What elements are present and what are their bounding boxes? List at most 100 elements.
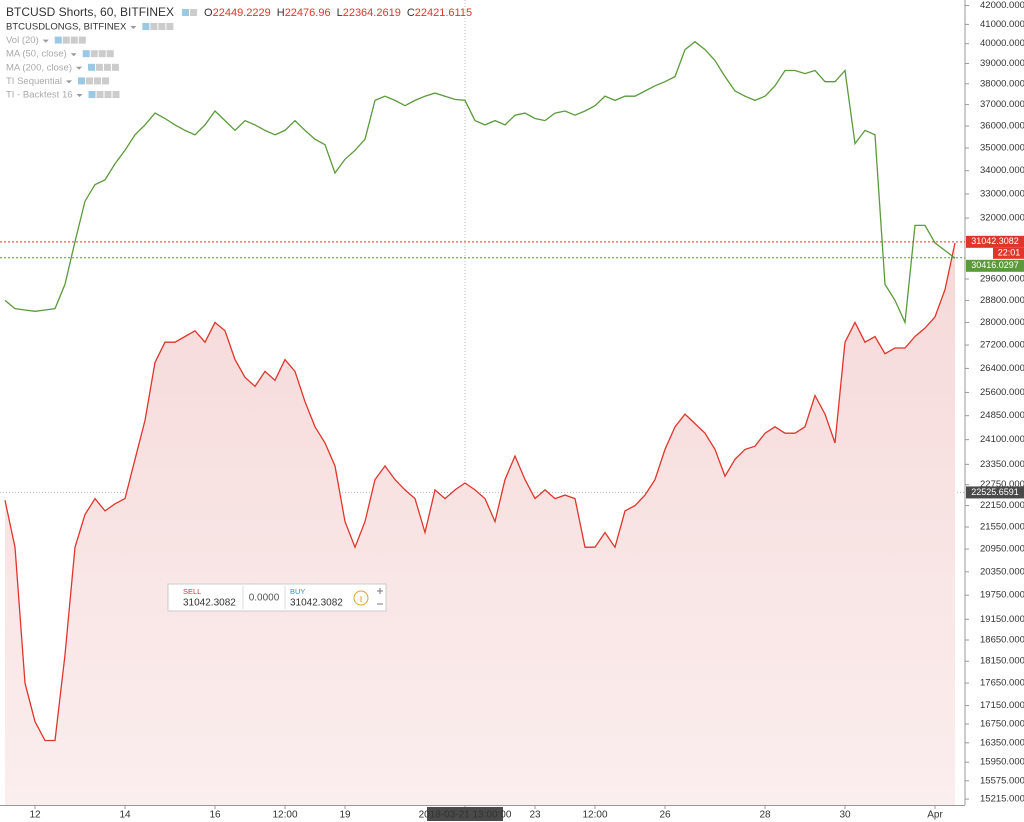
y-tick-label: 16750.0000 [980,718,1024,729]
line [4,40,956,325]
order-panel-box [167,583,387,612]
buy-label[interactable]: BUY [290,587,305,596]
legend-icon [101,77,109,85]
legend-icon [112,91,120,98]
y-tick-label: 24100.0000 [980,434,1024,445]
ohlc-value: 22421.6115 [415,7,472,19]
y-tick-label: 19750.0000 [980,590,1024,601]
y-tick-label: 38000.0000 [980,78,1024,89]
indicator-label: MA (200, close) [6,62,72,73]
y-tick-label: 28800.0000 [980,295,1024,306]
legend-icon [82,50,90,58]
x-tick-label: 23 [529,810,541,821]
y-tick-label: 18150.0000 [980,656,1024,667]
area [5,242,955,805]
dropdown-arrow [70,53,77,57]
y-tick-label: 19150.0000 [980,614,1024,625]
legend-icon [62,36,70,44]
legend-icon [88,63,95,71]
legend-icon [90,50,98,58]
legend-icon [104,91,112,98]
price-label: 31042.3082 [971,236,1019,246]
indicator-label: MA (50, close) [6,49,67,60]
plus-minus-icon[interactable] [377,588,383,605]
y-tick-label: 26400.0000 [980,363,1024,374]
price-label-box [966,235,1024,248]
legend: BTCUSD Shorts, 60, BITFINEX O 22449.2229 H… [6,5,472,100]
legend-icon [93,77,101,85]
legend-icon [88,91,96,98]
legend-icon [104,63,111,71]
y-tick-label: 17150.0000 [980,700,1024,711]
y-tick-label: 21550.0000 [980,522,1024,533]
line [4,242,956,742]
y-tick-label: 36000.0000 [980,121,1024,132]
dropdown-arrow [42,39,49,43]
quantity[interactable]: 0.0000 [249,593,280,604]
ohlc-value: 22364.2619 [343,7,401,19]
y-tick-label: 15950.0000 [980,757,1024,768]
info-icon[interactable] [353,590,369,606]
y-tick-label: 15575.0000 [980,775,1024,786]
x-tick-label: 14 [119,810,131,821]
legend-icon [182,9,190,16]
price-label: 30416.0297 [971,260,1019,270]
series-legend: BTCUSDLONGS, BITFINEX [6,22,127,33]
y-tick-label: 25600.0000 [980,387,1024,398]
x-tick-label: 12:00 [272,810,297,821]
x-tick-label: Apr [927,810,943,821]
dropdown-arrow [76,66,82,70]
legend-icon [106,50,114,58]
indicator-label: Vol (20) [6,35,39,46]
price-label-box [966,259,1024,272]
ohlc-letter: C [407,7,415,19]
ohlc-letter: H [277,7,285,19]
legend-icon [98,50,106,58]
y-tick-label: 24850.0000 [980,410,1024,421]
x-tick-label: 30 [839,810,851,821]
x-tick-label: 26 [659,810,671,821]
x-tick-label: 12:00 [582,810,607,821]
y-tick-label: 28000.0000 [980,317,1024,328]
legend-icon [166,23,174,30]
legend-icon [85,77,93,85]
crosshair-price-box [966,486,1024,499]
buy-price[interactable]: 31042.3082 [290,598,343,609]
legend-icon [96,63,103,71]
chart-title: BTCUSD Shorts, 60, BITFINEX [6,5,174,19]
dropdown-arrow [65,80,72,84]
ohlc-value: 22449.2229 [213,7,271,19]
y-tick-label: 16350.0000 [980,737,1024,748]
y-tick-label: 18650.0000 [980,635,1024,646]
ohlc-letter: L [337,7,343,19]
y-tick-label: 27200.0000 [980,340,1024,351]
y-tick-label: 22150.0000 [980,500,1024,511]
sell-label[interactable]: SELL [183,587,201,596]
y-tick-label: 22750.0000 [980,479,1024,490]
x-tick-label: 12 [29,810,41,821]
countdown: 22:01 [998,248,1021,258]
y-tick-label: 33000.0000 [980,189,1024,200]
order-panel[interactable]: SELL 31042.3082 0.0000 BUY 31042.3082 [167,583,387,612]
legend-icon [142,23,150,30]
legend-icon [54,36,62,44]
axes: 42000.0000 41000.0000 40000.0000 39000.0000… [29,0,1024,821]
plot [0,0,965,805]
legend-icon [78,36,86,44]
countdown-box [993,247,1024,259]
y-tick-label: 15215.0000 [980,794,1024,805]
sell-price[interactable]: 31042.3082 [183,598,236,609]
legend-icon [190,9,198,16]
y-tick-label: 40000.0000 [980,38,1024,49]
y-tick-label: 32000.0000 [980,213,1024,224]
dropdown-arrow [76,94,83,97]
y-tick-label: 20950.0000 [980,544,1024,555]
dropdown-arrow [130,26,137,29]
y-tick-label: 34000.0000 [980,165,1024,176]
y-tick-label: 23350.0000 [980,459,1024,470]
x-tick-label: 2018-03-21 13:00:00 [419,810,512,821]
y-tick-label: 35000.0000 [980,143,1024,154]
crosshair-time-box [427,807,503,821]
y-tick-label: 17650.0000 [980,678,1024,689]
x-tick-label: 19 [339,810,351,821]
